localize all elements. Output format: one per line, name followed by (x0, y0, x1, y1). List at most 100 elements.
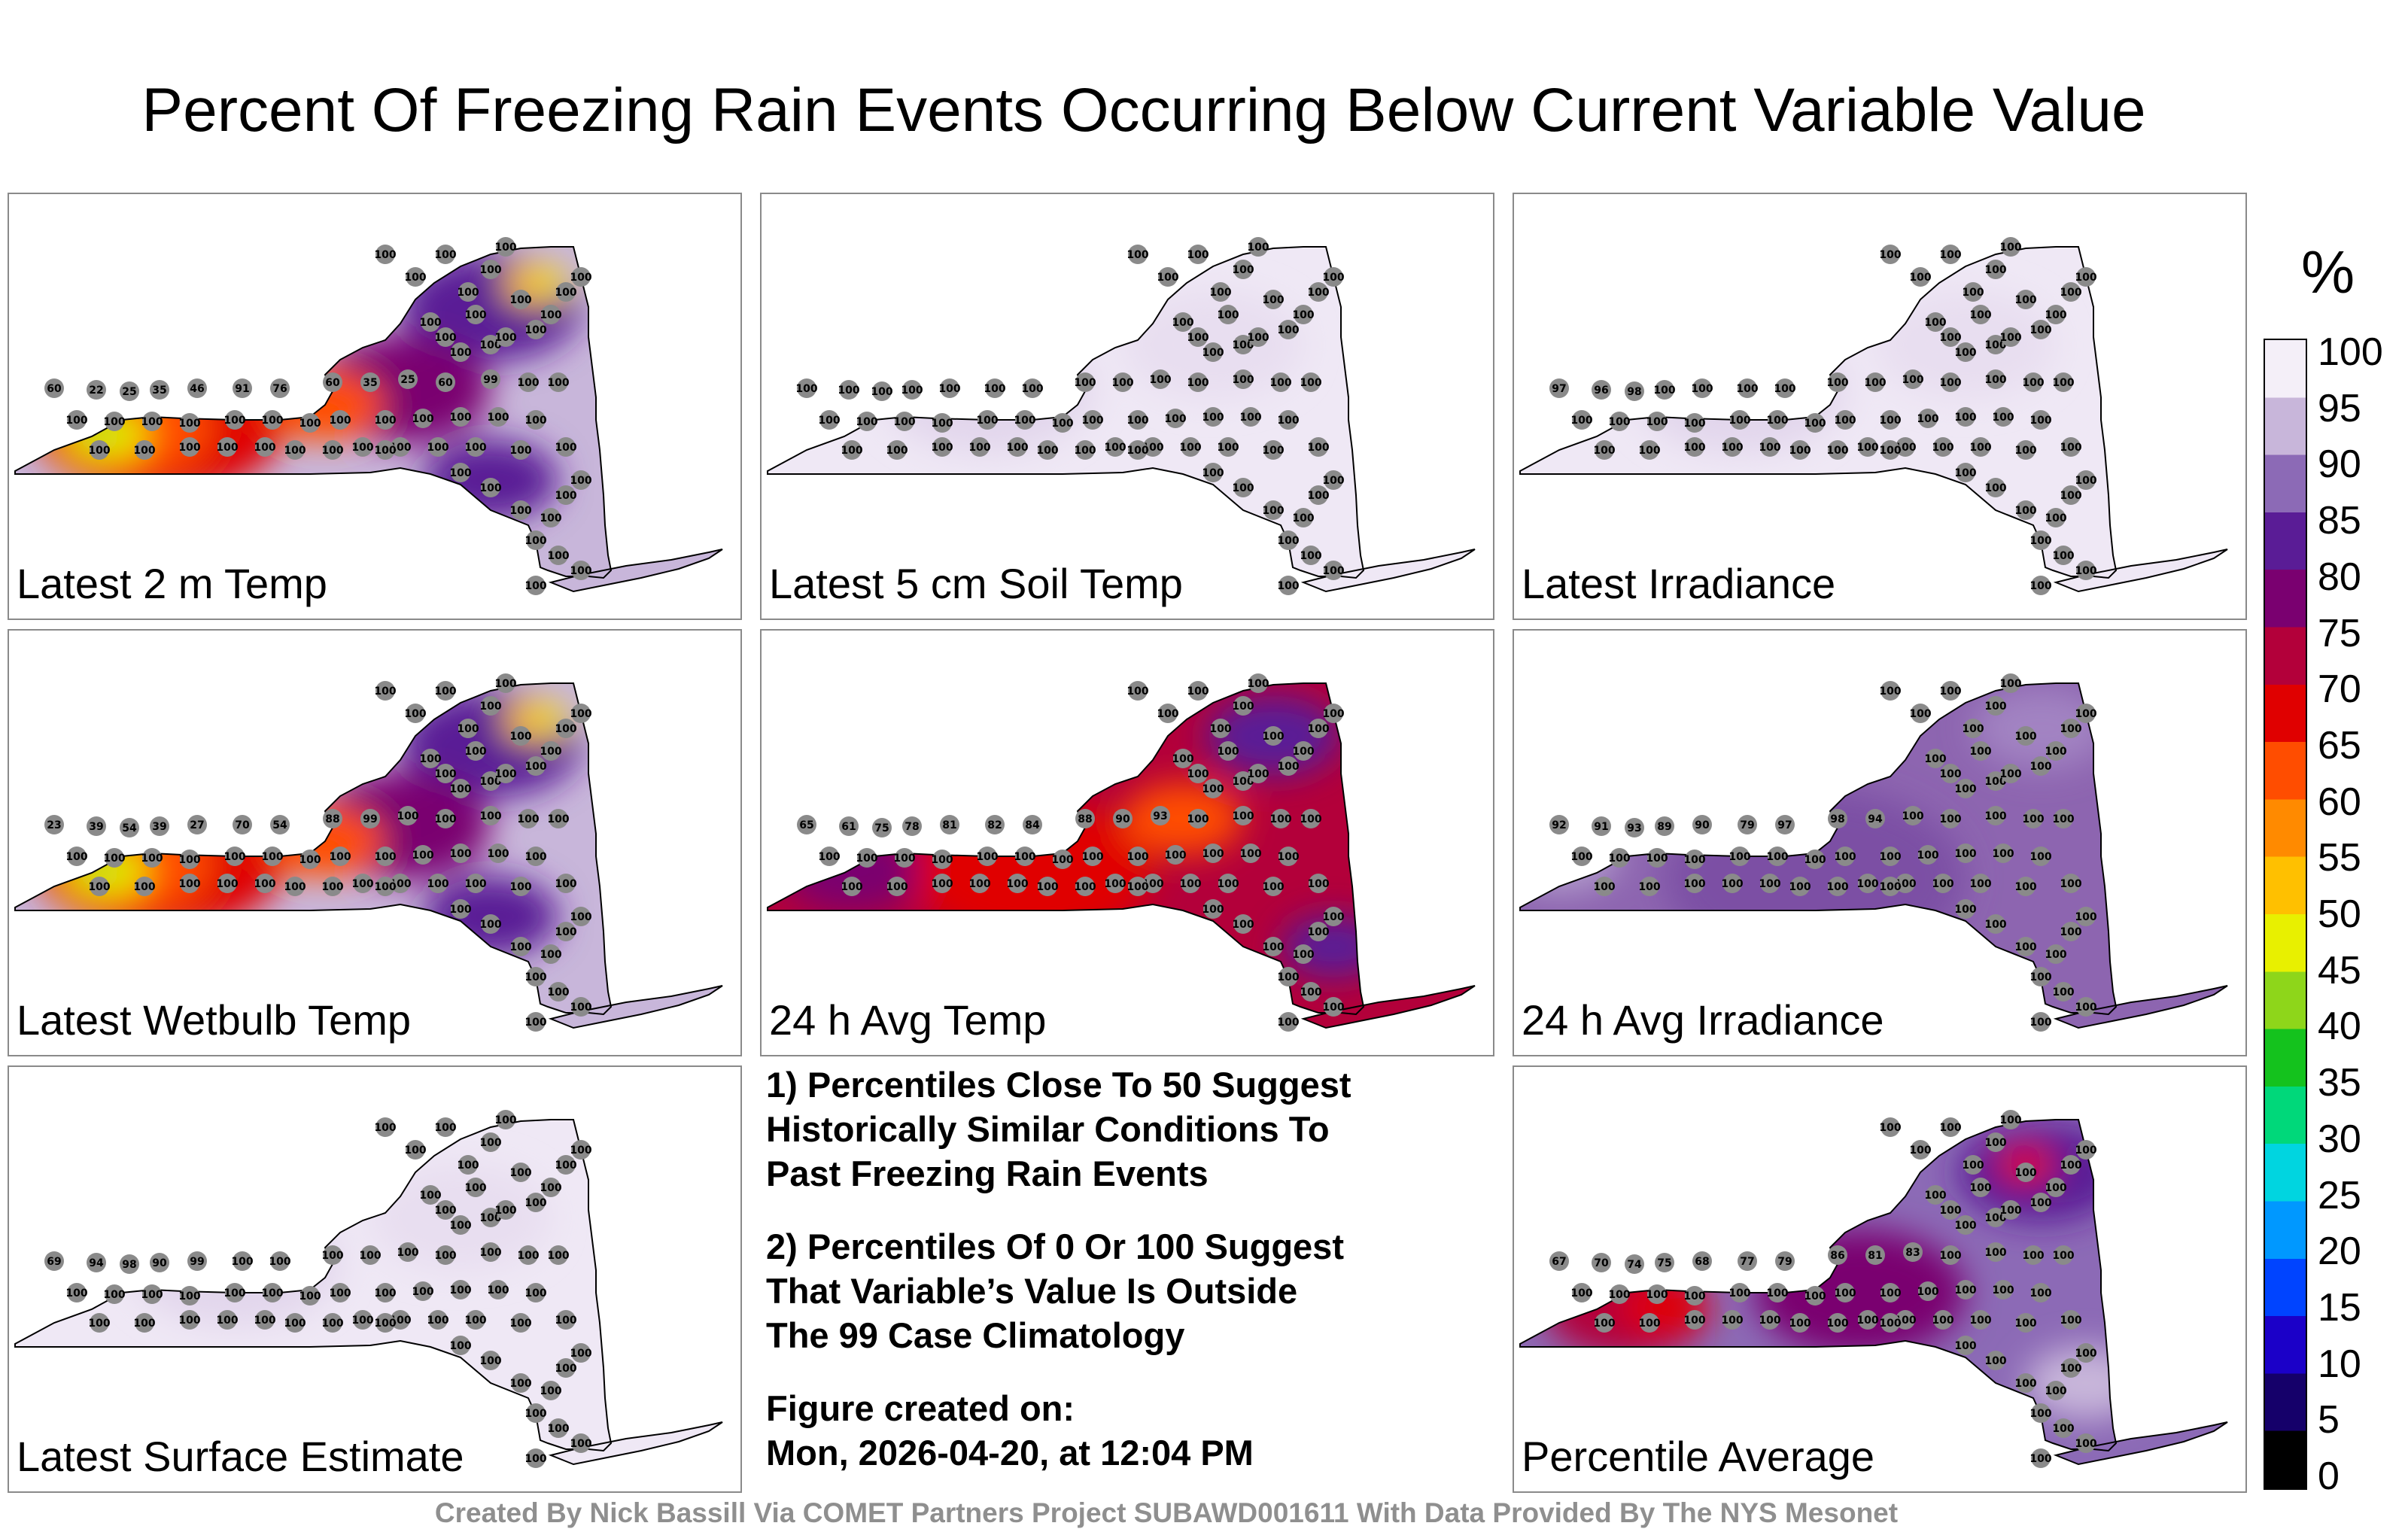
station-dot (375, 440, 395, 460)
station-value: 100 (570, 1348, 591, 1360)
station-dot (1880, 877, 1900, 896)
station-dot (571, 997, 591, 1017)
station-value: 100 (555, 1160, 576, 1172)
station-dot (1324, 997, 1343, 1017)
station-dot (2016, 726, 2036, 746)
station-value: 97 (1777, 819, 1792, 831)
station-dot (2001, 237, 2020, 257)
station-value: 100 (254, 1315, 275, 1327)
station-value: 98 (122, 1259, 136, 1271)
station-dot (1233, 478, 1253, 497)
station-dot (270, 378, 290, 398)
station-value: 88 (1078, 813, 1092, 825)
station-value: 100 (1789, 1318, 1811, 1330)
station-value: 100 (1179, 878, 1201, 890)
station-value: 100 (893, 853, 915, 865)
station-value: 100 (1683, 418, 1705, 430)
station-value: 75 (1657, 1257, 1671, 1269)
station-dot (1941, 245, 1960, 264)
station-value: 83 (1905, 1247, 1920, 1259)
station-dot (1768, 847, 1787, 866)
station-dot (1738, 1251, 1757, 1271)
station-value: 100 (479, 1247, 501, 1259)
station-dot (2046, 508, 2066, 527)
station-value: 100 (2029, 1408, 2051, 1420)
colorbar-tick: 95 (2318, 386, 2361, 430)
station-value: 35 (363, 377, 377, 389)
station-dot (67, 1283, 87, 1302)
station-dot (353, 437, 372, 457)
station-dot (1271, 809, 1291, 828)
station-value: 100 (1834, 851, 1856, 863)
station-dot (526, 756, 546, 776)
station-dot (2016, 290, 2036, 309)
station-dot (549, 809, 568, 828)
note-2: 2) Percentiles Of 0 Or 100 Suggest That … (766, 1226, 1344, 1355)
colorbar-tick: 5 (2318, 1398, 2340, 1442)
station-value: 100 (1006, 878, 1028, 890)
station-dot (1858, 437, 1877, 457)
station-dot (511, 1373, 531, 1393)
station-value: 100 (1999, 332, 2021, 344)
station-dot (1233, 260, 1253, 279)
station-dot (511, 290, 531, 309)
station-dot (187, 378, 207, 398)
station-dot (1105, 874, 1125, 893)
station-dot (970, 437, 990, 457)
station-dot (571, 1343, 591, 1363)
station-value: 100 (547, 813, 569, 825)
station-dot (1956, 463, 1975, 482)
station-dot (2076, 907, 2096, 926)
station-value: 100 (509, 941, 531, 953)
station-dot (1692, 1251, 1712, 1271)
station-dot (360, 372, 380, 392)
station-dot (451, 407, 470, 427)
station-value: 100 (1187, 813, 1209, 825)
station-dot (481, 1351, 500, 1370)
station-value: 100 (1879, 685, 1901, 698)
station-value: 100 (457, 287, 479, 299)
station-dot (1971, 874, 1990, 893)
station-dot (556, 282, 576, 302)
station-value: 100 (1164, 413, 1186, 425)
panel-latest-irradiance: 97 96 98 100 100 100 100 100 100 100 100 100 100 100 1… (1513, 193, 2247, 620)
station-dot (940, 815, 959, 834)
station-value: 100 (1608, 416, 1630, 428)
station-dot (1233, 335, 1253, 354)
station-dot (1933, 437, 1953, 457)
station-dot (270, 1251, 290, 1271)
station-value: 100 (1728, 415, 1750, 427)
panel-label: Latest Wetbulb Temp (17, 996, 412, 1044)
station-value: 100 (412, 413, 433, 425)
station-value: 100 (1239, 848, 1261, 860)
station-dot (323, 877, 342, 896)
station-dot (458, 282, 478, 302)
station-dot (481, 260, 500, 279)
station-dot (300, 1286, 320, 1306)
station-value: 100 (1969, 1315, 1991, 1327)
station-dot (436, 1200, 455, 1220)
station-value: 96 (1594, 385, 1608, 397)
station-value: 100 (2060, 1363, 2081, 1375)
station-dot (1075, 809, 1095, 828)
station-value: 98 (1627, 386, 1641, 398)
station-dot (428, 874, 448, 893)
station-value: 100 (547, 1250, 569, 1262)
station-value: 100 (931, 442, 953, 454)
station-dot (255, 874, 275, 893)
station-dot (1775, 1251, 1795, 1271)
station-value: 100 (1262, 881, 1284, 893)
station-dot (2046, 1381, 2066, 1400)
station-value: 100 (1939, 1122, 1961, 1134)
station-dot (2031, 320, 2051, 339)
station-value: 100 (524, 1287, 546, 1299)
station-dot (571, 470, 591, 490)
station-value: 100 (2014, 1378, 2036, 1390)
station-value: 100 (133, 1318, 155, 1330)
station-dot (2054, 1245, 2073, 1265)
station-value: 100 (2014, 1167, 2036, 1179)
station-dot (1610, 848, 1629, 868)
station-dot (1640, 877, 1659, 896)
long-island-outline (548, 1421, 723, 1466)
station-value: 100 (1932, 878, 1953, 890)
